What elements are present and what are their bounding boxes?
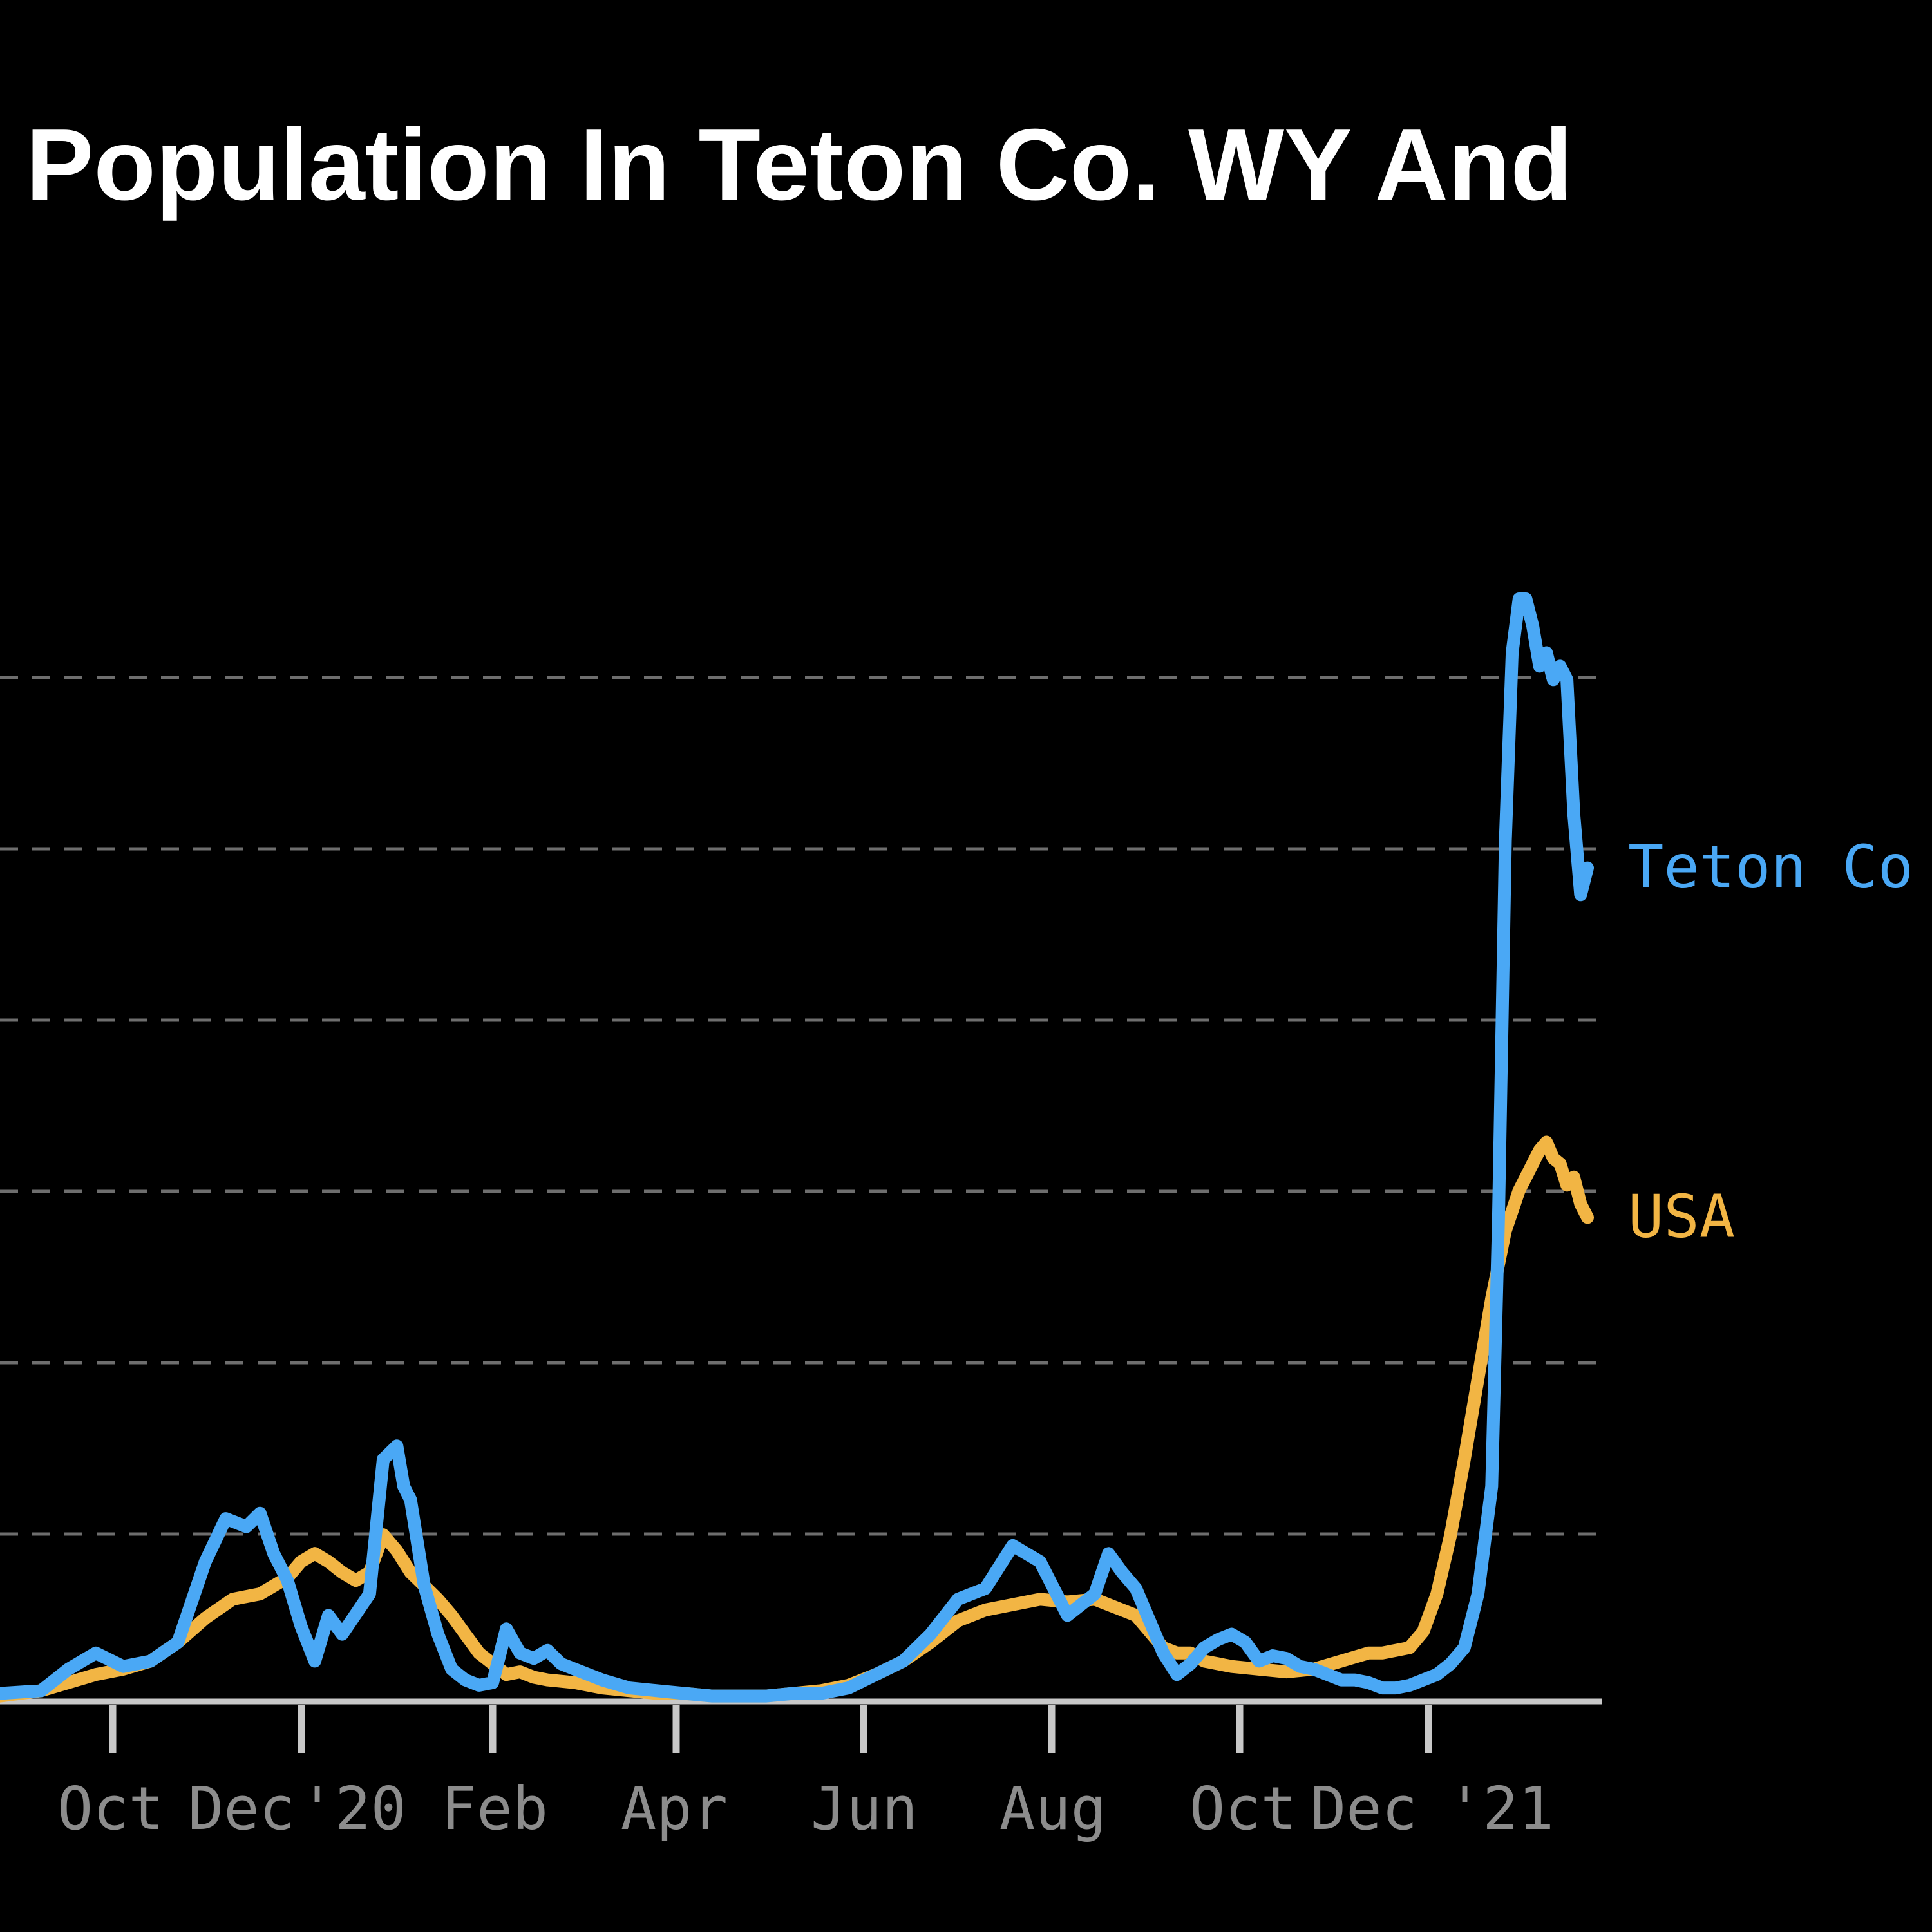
x-tick-label-1: Dec — [188, 1774, 295, 1843]
x-tick-label-9: '21 — [1447, 1774, 1554, 1843]
x-tick-label-2: '20 — [299, 1774, 406, 1843]
series-line-usa — [0, 1135, 1594, 1703]
x-tick-label-4: Apr — [621, 1774, 728, 1843]
grid-lines — [0, 676, 1602, 1536]
chart-title: Population In Teton Co. WY And — [26, 108, 1573, 222]
x-tick-label-5: Jun — [811, 1774, 918, 1843]
series-line-teton-co — [0, 592, 1594, 1703]
x-axis-ticks: Oct Dec '20 Feb Apr Jun Aug Oct Dec '21 — [57, 1705, 1554, 1843]
series-labels: Teton Co USA — [1628, 833, 1913, 1251]
x-tick-label-0: Oct — [57, 1774, 164, 1843]
series-layer — [0, 592, 1594, 1703]
x-tick-label-8: Dec — [1311, 1774, 1417, 1843]
series-label-teton-co: Teton Co — [1628, 833, 1913, 902]
x-tick-label-7: Oct — [1189, 1774, 1296, 1843]
x-tick-label-6: Aug — [999, 1774, 1106, 1843]
series-label-usa: USA — [1628, 1182, 1735, 1251]
x-tick-label-3: Feb — [441, 1774, 548, 1843]
